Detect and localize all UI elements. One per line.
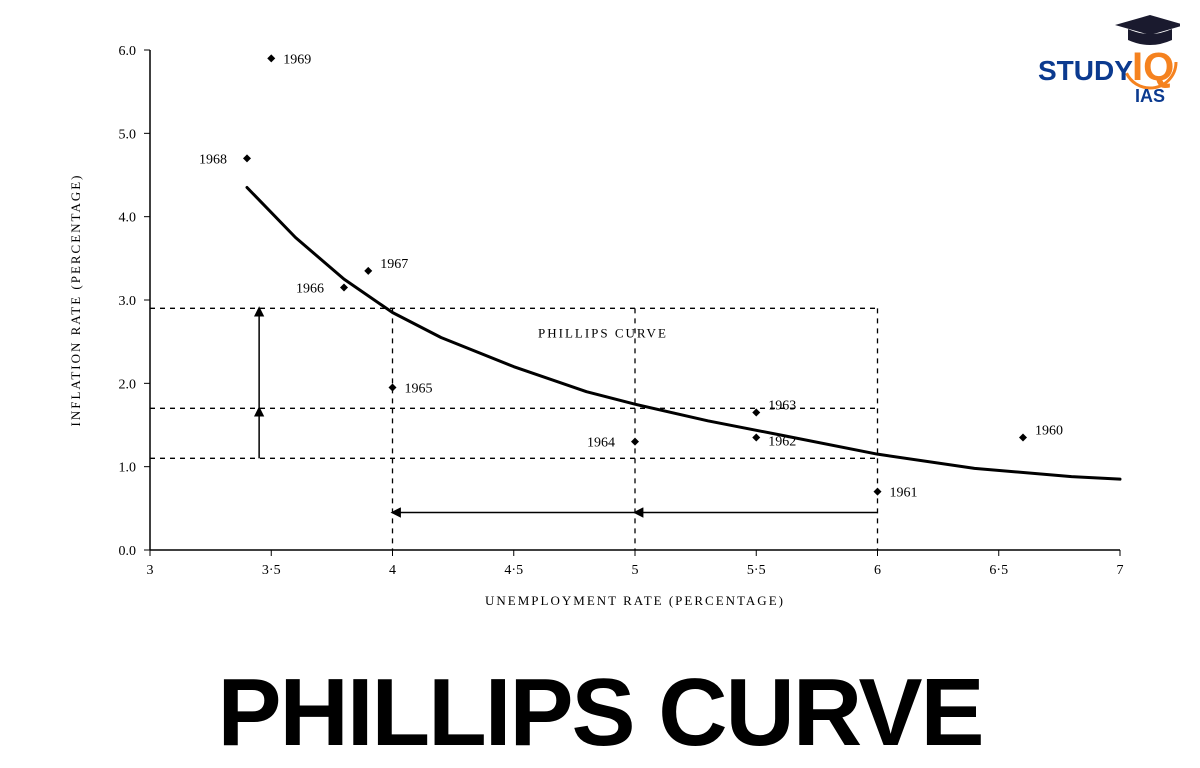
svg-text:3.0: 3.0 [119, 294, 137, 309]
svg-text:1969: 1969 [283, 52, 311, 67]
chart-svg: 3 3·5 4 4·5 5 5·5 6 6·5 7 0.0 1.0 2.0 3.0 4.0 5.0 6.0 UN… [40, 20, 1160, 640]
svg-text:5: 5 [632, 563, 639, 578]
svg-text:1966: 1966 [296, 282, 324, 297]
svg-text:5·5: 5·5 [747, 563, 766, 578]
svg-text:1968: 1968 [199, 152, 227, 167]
svg-text:6.0: 6.0 [119, 44, 137, 59]
svg-text:1967: 1967 [380, 257, 408, 272]
svg-text:1963: 1963 [768, 399, 796, 414]
svg-text:4·5: 4·5 [504, 563, 523, 578]
svg-text:1962: 1962 [768, 435, 796, 450]
svg-text:INFLATION RATE (PERCENTAGE): INFLATION RATE (PERCENTAGE) [68, 174, 83, 427]
svg-text:0.0: 0.0 [119, 544, 137, 559]
svg-text:4.0: 4.0 [119, 211, 137, 226]
svg-text:IAS: IAS [1135, 86, 1165, 106]
svg-text:1961: 1961 [890, 486, 918, 501]
svg-text:1960: 1960 [1035, 424, 1063, 439]
page-title: PHILLIPS CURVE [0, 658, 1200, 768]
svg-text:1965: 1965 [405, 382, 433, 397]
title-text: PHILLIPS CURVE [217, 659, 982, 766]
logo-svg: STUDYIQIAS [1020, 10, 1180, 120]
svg-text:5.0: 5.0 [119, 127, 137, 142]
svg-text:6: 6 [874, 563, 881, 578]
svg-text:STUDY: STUDY [1038, 55, 1133, 86]
svg-text:2.0: 2.0 [119, 377, 137, 392]
svg-text:PHILLIPS CURVE: PHILLIPS CURVE [538, 326, 668, 341]
svg-text:6·5: 6·5 [989, 563, 1008, 578]
studyiq-logo: STUDYIQIAS [1020, 10, 1180, 120]
svg-text:3·5: 3·5 [262, 563, 281, 578]
svg-text:IQ: IQ [1132, 45, 1174, 89]
svg-text:1964: 1964 [587, 436, 615, 451]
phillips-curve-chart: 3 3·5 4 4·5 5 5·5 6 6·5 7 0.0 1.0 2.0 3.0 4.0 5.0 6.0 UN… [40, 20, 1160, 640]
svg-text:UNEMPLOYMENT RATE (PERCENTAGE): UNEMPLOYMENT RATE (PERCENTAGE) [485, 593, 785, 608]
svg-text:4: 4 [389, 563, 396, 578]
svg-text:7: 7 [1117, 563, 1124, 578]
svg-text:1.0: 1.0 [119, 461, 137, 476]
svg-text:3: 3 [147, 563, 154, 578]
